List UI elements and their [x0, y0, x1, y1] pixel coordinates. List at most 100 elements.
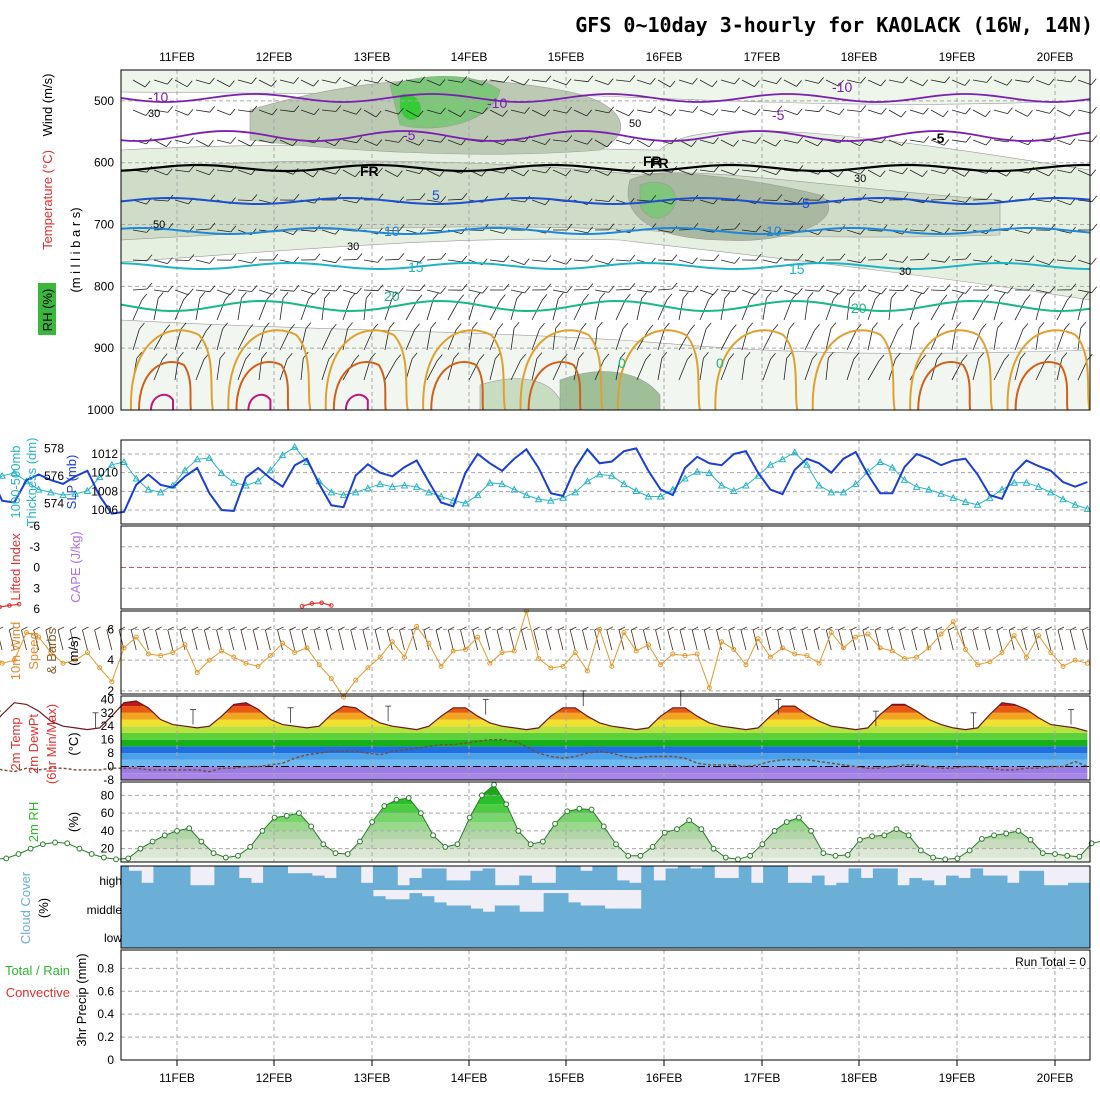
wind-barb — [720, 359, 730, 381]
wind-barb-flag — [747, 322, 754, 329]
wind-barb-flag — [923, 287, 929, 294]
lifted-index-line — [301, 602, 332, 607]
wind-barb — [321, 259, 336, 264]
cloud-bar-middle — [714, 890, 727, 921]
wind-barb-flag — [1091, 106, 1097, 114]
wind-barb-flag — [370, 352, 376, 360]
wind-barb-flag — [587, 254, 594, 262]
wind-barb — [993, 139, 1008, 143]
cloud-bar-low — [1080, 921, 1090, 948]
wind-barb — [909, 229, 925, 232]
precip-total-label: Total / Rain — [5, 963, 70, 978]
wind-barb-flag — [209, 105, 216, 113]
wind-barb — [237, 169, 252, 175]
thickness-point — [729, 486, 738, 494]
wind-barb — [216, 139, 231, 144]
wind-barb — [867, 79, 881, 87]
wind-speed-point — [865, 631, 871, 637]
wind-barb — [258, 109, 273, 116]
wind-barb — [279, 139, 293, 147]
isotherm-minus5 — [120, 130, 1091, 142]
cloud-bar-low — [824, 921, 837, 948]
wind-barb-flag — [436, 354, 443, 361]
wind-barb-flag — [961, 354, 968, 361]
wind-barb-flag — [811, 352, 818, 360]
cloud-bar-low — [324, 921, 337, 948]
wind-barb-flag — [862, 626, 870, 631]
wind-barb-flag — [167, 285, 174, 293]
wind-barb — [300, 358, 304, 381]
wind-barb — [237, 79, 252, 84]
wind-barb-flag — [419, 284, 426, 291]
temp-contour-30 — [917, 361, 972, 411]
thickness-point — [522, 491, 531, 499]
wind-barb — [594, 139, 608, 148]
wind-barb-flag — [734, 257, 740, 264]
wind-barb — [846, 169, 861, 175]
wind-barb — [846, 109, 861, 112]
wind-speed-point — [280, 640, 286, 646]
wind-barb — [899, 629, 905, 651]
slp-tick-label: 1006 — [91, 503, 118, 517]
cloud-bar-high — [141, 882, 154, 890]
rh-point — [283, 812, 290, 819]
cloud-bar-high — [921, 880, 935, 890]
thickness-point — [351, 488, 360, 496]
cloud-bar-low — [1055, 921, 1069, 948]
wind-barb — [1056, 139, 1071, 145]
wind-barb — [678, 289, 693, 293]
wind-barb-flag — [986, 76, 993, 83]
wind-barb-flag — [1070, 75, 1077, 83]
wind-speed-line — [0, 609, 1088, 698]
wind-speed-point — [121, 645, 127, 651]
wind-barb-flag — [482, 107, 488, 114]
cloud-bar-high — [1007, 882, 1020, 890]
wind-speed-point — [36, 634, 42, 640]
rh-point — [39, 841, 46, 848]
wind-barb-flag — [1028, 192, 1035, 200]
wind-barb — [783, 289, 798, 295]
wind-barb-flag — [902, 256, 909, 263]
cloud-bar-middle — [763, 890, 776, 921]
wind-barb-flag — [377, 256, 384, 263]
thickness-tick-label: 576 — [44, 469, 64, 483]
wind-barb — [195, 79, 210, 85]
wind-barb — [657, 288, 673, 291]
date-tick-bottom: 15FEB — [548, 1071, 585, 1085]
rh-point — [113, 856, 119, 863]
cloud-bar-low — [897, 921, 910, 948]
wind-barb-flag — [650, 106, 657, 113]
wind-barb-flag — [326, 626, 333, 631]
wind-barb-flag — [391, 292, 398, 300]
wind-barb-flag — [986, 193, 993, 200]
wind-barb-flag — [503, 75, 510, 83]
wind-barb-flag — [797, 197, 803, 204]
wind-barb — [342, 139, 357, 144]
wind-barb-flag — [240, 626, 248, 631]
wind-barb — [720, 139, 734, 147]
wind-barb-flag — [1069, 198, 1076, 206]
wind-barb — [752, 629, 759, 651]
wind-speed-point — [670, 651, 676, 657]
wind-barb-flag — [705, 322, 712, 330]
wind-barb — [8, 629, 15, 651]
minmax-axis-label: (6hr Min/Max) — [44, 704, 59, 784]
wind-barb-flag — [1090, 258, 1097, 265]
wind-speed-point — [780, 645, 786, 651]
wind-barb — [1021, 629, 1027, 651]
wind-speed-point — [316, 662, 322, 668]
wind-barb-flag — [839, 253, 846, 261]
thickness-point — [388, 482, 397, 490]
cloud-bar-high — [543, 882, 557, 890]
wind-barb — [496, 629, 503, 651]
wind-barb-flag — [901, 139, 908, 146]
wind-barb-flag — [996, 626, 1004, 631]
wind-barb-flag — [478, 354, 485, 361]
cloud-bar-middle — [1055, 890, 1069, 921]
wind-barb-flag — [0, 626, 4, 629]
wind-barb-flag — [936, 352, 943, 360]
wind-barb — [289, 629, 296, 651]
thickness-point — [156, 488, 165, 496]
wind-barb — [510, 360, 521, 381]
wind-barb-flag — [818, 256, 825, 264]
